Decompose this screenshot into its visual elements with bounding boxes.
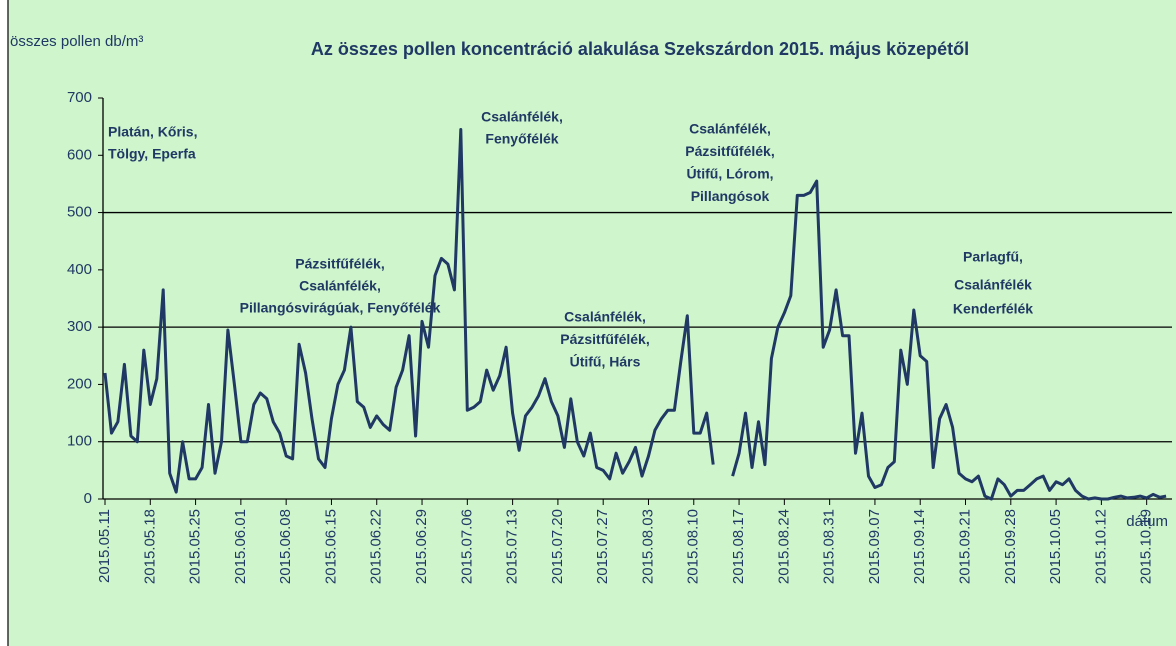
- x-tick-label: 2015.10.19: [1138, 509, 1155, 584]
- x-tick-label: 2015.10.05: [1047, 509, 1064, 584]
- annotation: Csalánfélék,: [564, 309, 646, 325]
- annotation: Pillangósvirágúak, Fenyőfélék: [240, 300, 441, 316]
- background: [8, 0, 1176, 646]
- annotation: Tölgy, Eperfa: [108, 146, 196, 162]
- annotation: Pázsitfűfélék,: [295, 256, 384, 272]
- annotation: Útifű, Lórom,: [686, 165, 773, 182]
- x-tick-label: 2015.10.12: [1092, 509, 1109, 584]
- x-tick-label: 2015.09.28: [1002, 509, 1019, 584]
- x-tick-label: 2015.09.21: [956, 509, 973, 584]
- y-tick-label: 300: [67, 318, 92, 335]
- y-tick-label: 0: [84, 490, 92, 507]
- annotation: Csalánfélék: [954, 277, 1032, 293]
- x-axis-label: dátum: [1126, 513, 1168, 530]
- x-tick-label: 2015.05.11: [96, 509, 113, 583]
- annotation: Csalánfélék,: [299, 278, 381, 294]
- y-tick-label: 400: [67, 261, 92, 278]
- x-tick-label: 2015.09.14: [911, 509, 928, 584]
- data-line: [731, 179, 1167, 501]
- x-tick-label: 2015.07.20: [549, 509, 566, 584]
- annotation: Platán, Kőris,: [108, 124, 197, 140]
- x-tick-label: 2015.07.06: [458, 509, 475, 584]
- x-tick-label: 2015.07.27: [594, 509, 611, 584]
- annotation: Pázsitfűfélék,: [685, 143, 774, 159]
- x-tick-label: 2015.08.17: [730, 509, 747, 584]
- x-tick-label: 2015.06.08: [277, 509, 294, 584]
- annotation: Fenyőfélék: [485, 131, 558, 147]
- x-tick-label: 2015.06.29: [413, 509, 430, 584]
- annotation: Kenderfélék: [953, 301, 1033, 317]
- annotation: Csalánfélék,: [689, 121, 771, 137]
- x-tick-label: 2015.07.13: [504, 509, 521, 584]
- annotation: Pázsitfűfélék,: [560, 331, 649, 347]
- y-axis-label: összes pollen db/m³: [10, 33, 143, 50]
- data-line: [103, 128, 715, 494]
- x-tick-label: 2015.05.25: [187, 509, 204, 584]
- x-tick-label: 2015.08.31: [821, 509, 838, 584]
- annotation: Csalánfélék,: [481, 109, 563, 125]
- y-tick-label: 100: [67, 433, 92, 450]
- x-tick-label: 2015.08.24: [775, 509, 792, 584]
- x-tick-label: 2015.09.07: [866, 509, 883, 584]
- annotation: Parlagfű,: [963, 249, 1023, 265]
- x-tick-label: 2015.05.18: [141, 509, 158, 584]
- x-tick-label: 2015.06.01: [232, 509, 249, 584]
- annotation: Útifű, Hárs: [570, 353, 641, 370]
- y-tick-label: 700: [67, 89, 92, 106]
- x-tick-label: 2015.06.22: [368, 509, 385, 584]
- x-tick-label: 2015.08.03: [639, 509, 656, 584]
- y-tick-label: 500: [67, 204, 92, 221]
- x-tick-label: 2015.08.10: [685, 509, 702, 584]
- annotation: Pillangósok: [691, 188, 770, 204]
- x-tick-label: 2015.06.15: [322, 509, 339, 584]
- y-tick-label: 200: [67, 375, 92, 392]
- chart-title: Az összes pollen koncentráció alakulása …: [311, 39, 969, 59]
- y-tick-label: 600: [67, 146, 92, 163]
